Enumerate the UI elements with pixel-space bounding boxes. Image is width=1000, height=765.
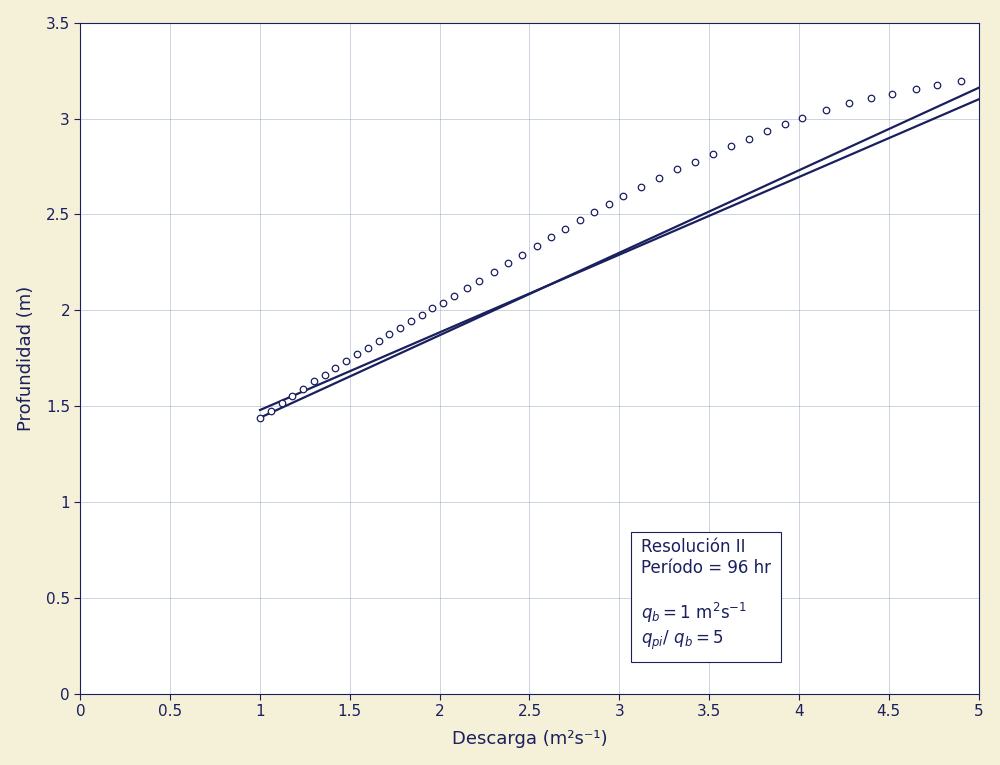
Point [381, 328, 397, 340]
Point [274, 397, 290, 409]
Point [818, 104, 834, 116]
Point [371, 335, 387, 347]
Point [705, 148, 721, 160]
Point [863, 93, 879, 105]
Point [471, 275, 487, 287]
Point [543, 231, 559, 243]
Point [777, 118, 793, 130]
Point [908, 83, 924, 95]
Point [459, 282, 475, 295]
Point [500, 257, 516, 269]
Point [295, 382, 311, 395]
Point [514, 249, 530, 261]
Point [723, 140, 739, 152]
Point [953, 75, 969, 87]
Point [633, 181, 649, 193]
Point [414, 309, 430, 321]
Point [349, 348, 365, 360]
Point [586, 206, 602, 218]
Point [263, 405, 279, 417]
Point [435, 297, 451, 309]
Point [392, 321, 408, 334]
Point [446, 290, 462, 302]
Point [360, 341, 376, 353]
X-axis label: Descarga (m²s⁻¹): Descarga (m²s⁻¹) [452, 731, 607, 748]
Point [759, 125, 775, 137]
Point [687, 155, 703, 168]
Point [741, 132, 757, 145]
Point [424, 302, 440, 314]
Point [327, 362, 343, 374]
Point [884, 87, 900, 99]
Point [486, 265, 502, 278]
Text: Resolución II
Período = 96 hr

$q_b = 1\ \mathrm{m^2s^{-1}}$
$q_{pi}/ \ q_b = 5$: Resolución II Período = 96 hr $q_b = 1\ … [641, 538, 771, 652]
Y-axis label: Profundidad (m): Profundidad (m) [17, 285, 35, 431]
Point [841, 97, 857, 109]
Point [338, 355, 354, 367]
Point [252, 412, 268, 424]
Point [317, 369, 333, 381]
Point [284, 389, 300, 402]
Point [529, 240, 545, 252]
Point [615, 190, 631, 202]
Point [306, 375, 322, 387]
Point [557, 223, 573, 235]
Point [651, 172, 667, 184]
Point [929, 79, 945, 91]
Point [572, 214, 588, 226]
Point [403, 314, 419, 327]
Point [669, 163, 685, 175]
Point [601, 198, 617, 210]
Point [794, 112, 810, 124]
